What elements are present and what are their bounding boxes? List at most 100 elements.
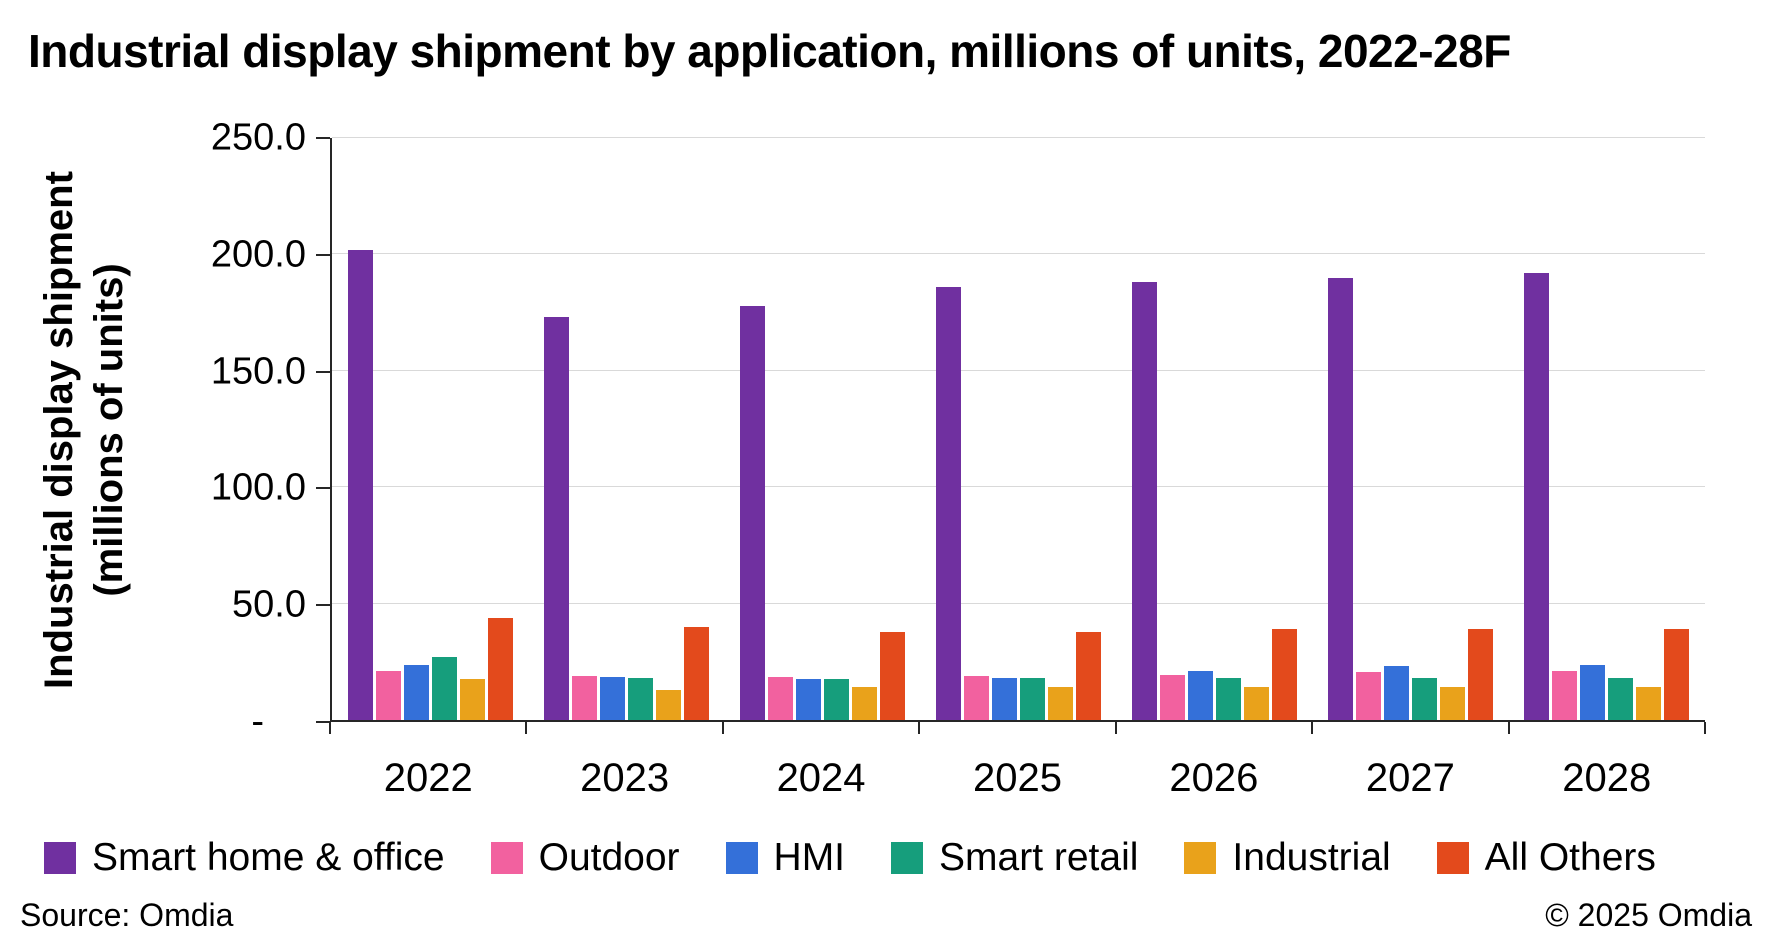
x-axis-tick-mark (1507, 722, 1510, 734)
legend-swatch (1184, 842, 1217, 874)
bar-group-2026 (1117, 138, 1313, 720)
x-axis-labels: 2022 2023 2024 2025 2026 2027 2028 (330, 756, 1705, 801)
legend-label: HMI (773, 836, 846, 879)
bar-group-2028 (1509, 138, 1705, 720)
gridline (332, 486, 1705, 488)
bar (571, 675, 597, 720)
y-axis-tick-mark (316, 721, 330, 723)
bar (1019, 678, 1045, 720)
bar (347, 249, 373, 720)
source-text: Source: Omdia (20, 897, 234, 933)
x-axis-label: 2027 (1365, 756, 1455, 800)
bar (1468, 629, 1494, 720)
bar (403, 665, 429, 720)
bar (739, 305, 765, 720)
bar (963, 675, 989, 720)
bar (1188, 671, 1214, 720)
plot-area (330, 137, 1705, 722)
legend: Smart home & office Outdoor HMI Smart retai… (44, 836, 1656, 880)
legend-item: HMI (725, 836, 846, 880)
y-axis-tick-label: 250.0 (210, 116, 306, 159)
y-axis-tick-mark (316, 370, 330, 373)
legend-item: Smart retail (891, 836, 1138, 880)
bar (487, 617, 513, 720)
bar (1412, 678, 1438, 720)
x-axis-tick-mark (1311, 722, 1314, 734)
gridline (332, 602, 1705, 604)
y-axis-tick-label: 100.0 (210, 466, 306, 509)
bar (1272, 629, 1298, 720)
bar-group-2027 (1313, 138, 1509, 720)
bar (991, 678, 1017, 720)
chart-title: Industrial display shipment by applicati… (28, 25, 1511, 77)
y-axis-tick-mark (316, 487, 330, 490)
bar-group-2023 (528, 138, 724, 720)
bar (1356, 672, 1382, 720)
legend-swatch (44, 842, 76, 874)
legend-swatch (725, 842, 758, 874)
legend-label: Industrial (1232, 836, 1391, 879)
bar (879, 631, 905, 720)
x-axis-label: 2028 (1562, 756, 1652, 800)
x-axis-label: 2023 (580, 756, 670, 800)
legend-swatch (490, 842, 523, 874)
bar (767, 676, 793, 720)
y-axis-tick-label: 200.0 (210, 233, 306, 276)
legend-label: Smart retail (939, 836, 1139, 879)
bar (1075, 631, 1101, 720)
bar (599, 676, 625, 720)
x-axis-tick-mark (1704, 722, 1706, 734)
bar (935, 287, 961, 720)
legend-label: Outdoor (538, 836, 680, 879)
bar (543, 317, 569, 720)
y-axis-tick-label: 50.0 (232, 583, 306, 626)
bar (795, 679, 821, 720)
gridline (332, 137, 1705, 138)
bar (1160, 674, 1186, 720)
x-axis-label: 2022 (383, 756, 473, 800)
x-axis-tick-mark (918, 722, 921, 734)
bar (1440, 687, 1466, 720)
bar (375, 671, 401, 720)
y-axis-title-line2: (millions of units) (87, 263, 131, 597)
bar (1216, 678, 1242, 720)
bar-group-2022 (332, 138, 528, 720)
bar (1244, 687, 1270, 720)
bar (1524, 273, 1550, 720)
legend-swatch (891, 842, 924, 874)
bars-container (332, 138, 1705, 720)
copyright-text: © 2025 Omdia (1545, 897, 1752, 933)
bar (1328, 277, 1354, 720)
y-axis-tick-mark (316, 137, 330, 139)
bar (1552, 671, 1578, 720)
x-axis-tick-mark (329, 722, 331, 734)
x-axis-label: 2026 (1169, 756, 1259, 800)
bar (1132, 282, 1158, 720)
bar (1664, 629, 1690, 720)
bar (1384, 666, 1410, 720)
bar (459, 679, 485, 720)
legend-item: Smart home & office (44, 836, 445, 880)
legend-item: Outdoor (490, 836, 680, 880)
y-axis-title: Industrial display shipment (millions of… (34, 80, 154, 780)
bar (1580, 665, 1606, 720)
bar-group-2024 (724, 138, 920, 720)
gridline (332, 369, 1705, 371)
bar (627, 678, 653, 720)
legend-item: Industrial (1184, 836, 1391, 880)
bar (823, 679, 849, 720)
y-axis-tick-mark (316, 253, 330, 256)
legend-item: All Others (1436, 836, 1656, 880)
y-axis-title-line1: Industrial display shipment (37, 171, 81, 689)
bar-group-2025 (920, 138, 1116, 720)
y-axis-tick-label: 150.0 (210, 350, 306, 393)
x-axis-tick-mark (1114, 722, 1117, 734)
legend-swatch (1436, 842, 1469, 874)
bar (1608, 678, 1634, 720)
x-axis-label: 2024 (776, 756, 866, 800)
bar (1636, 687, 1662, 720)
bar (431, 657, 457, 720)
y-axis-tick-label: - (251, 700, 264, 743)
gridline (332, 253, 1705, 255)
